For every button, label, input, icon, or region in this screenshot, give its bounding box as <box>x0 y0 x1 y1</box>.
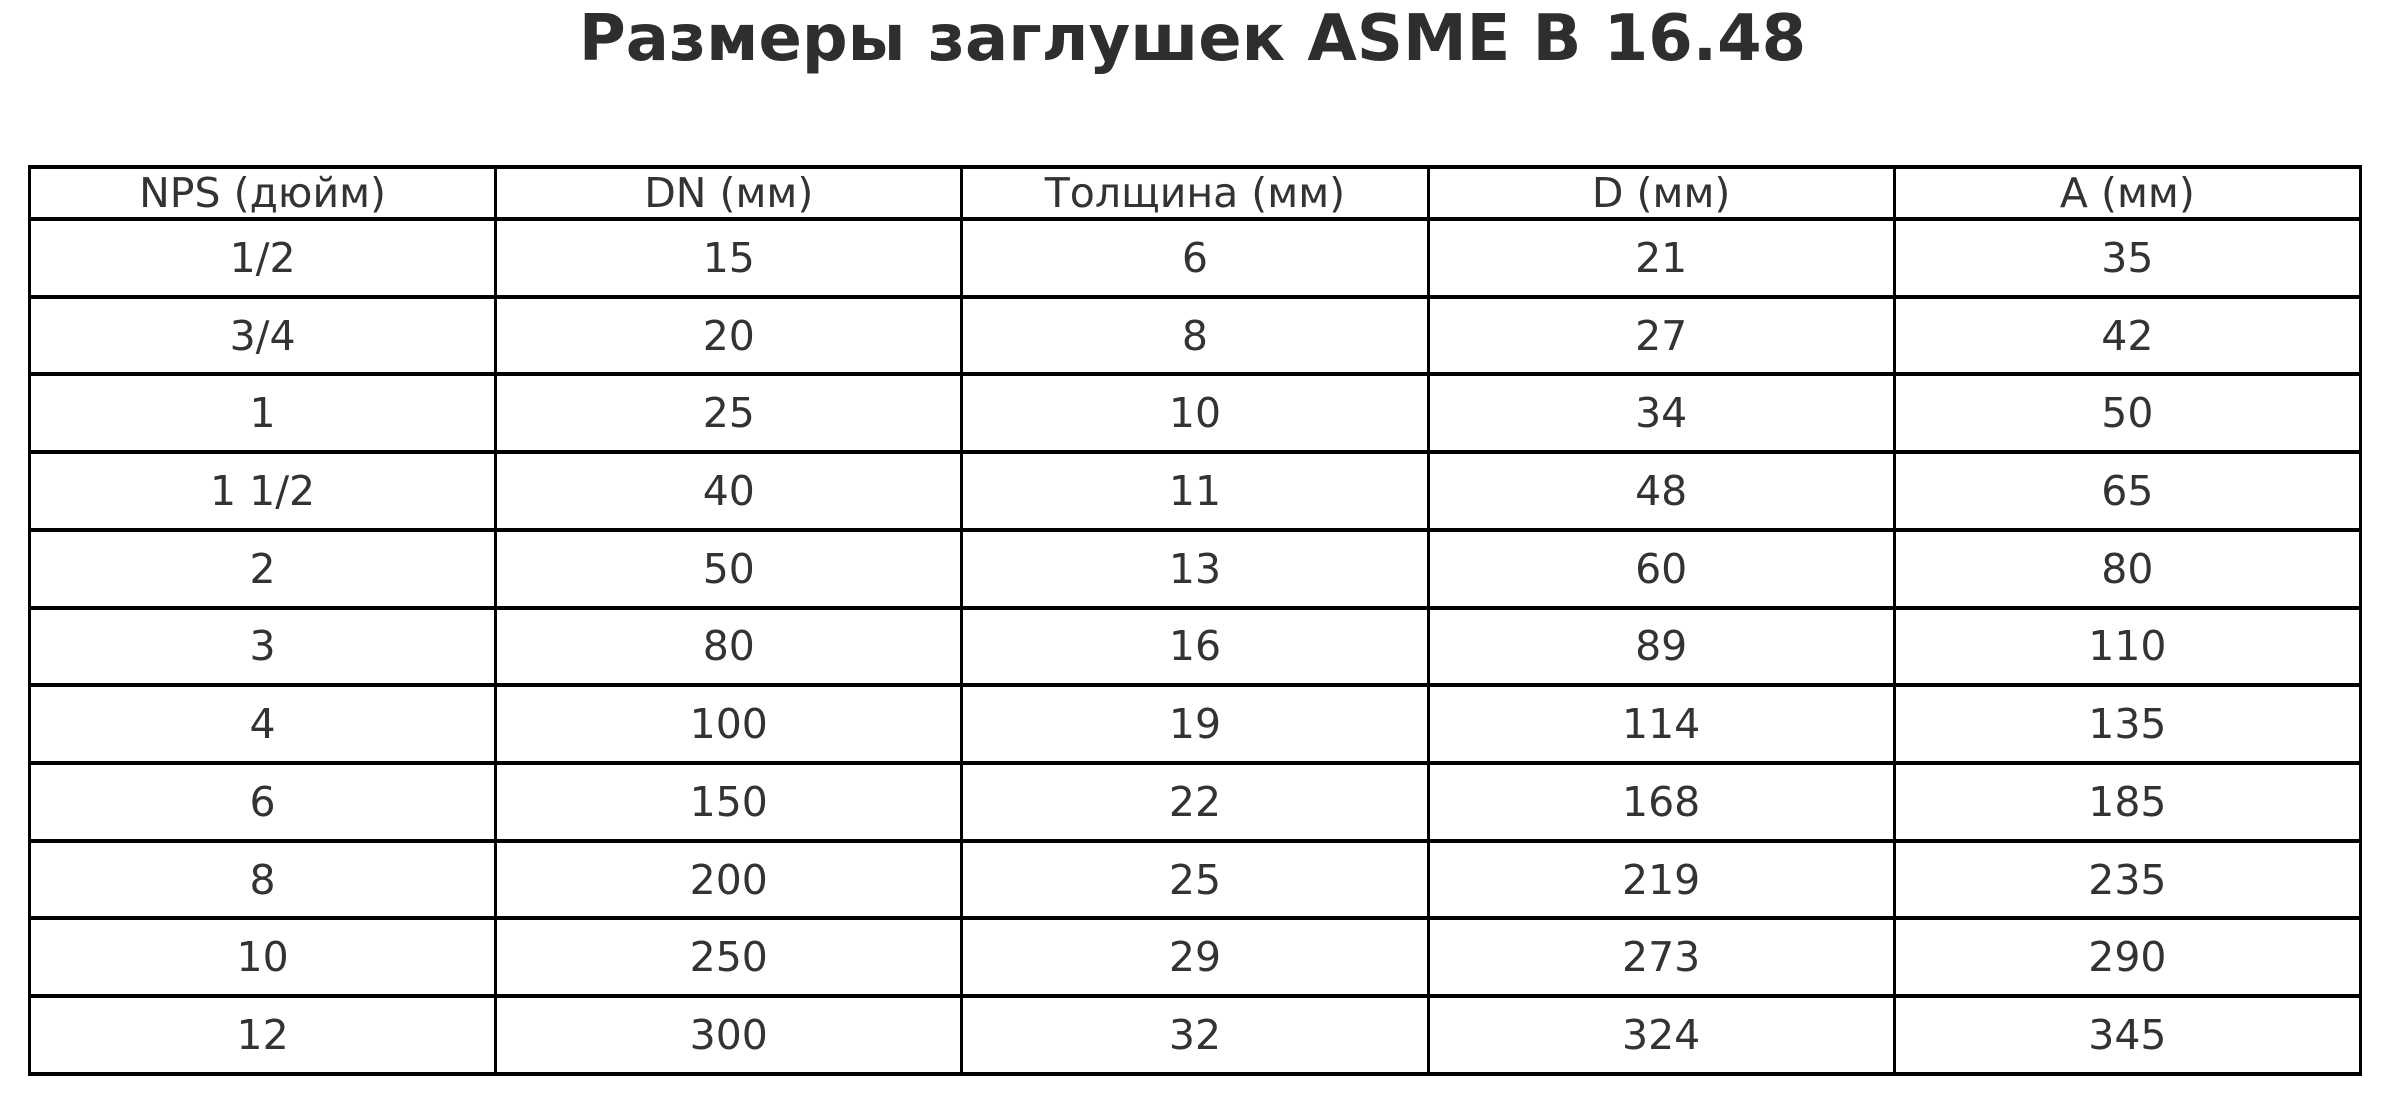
table-cell: 89 <box>1426 605 1896 688</box>
table-row: 1 25 10 34 50 <box>27 372 2363 455</box>
table-cell: 219 <box>1426 838 1896 921</box>
table-cell: 60 <box>1426 527 1896 610</box>
table-cell: 10 <box>27 916 498 999</box>
table-cell: 200 <box>494 838 964 921</box>
table-cell: 324 <box>1426 994 1896 1076</box>
table-cell: 8 <box>27 838 498 921</box>
table-cell: 12 <box>27 994 498 1076</box>
table-cell: 21 <box>1426 217 1896 299</box>
table-cell: 185 <box>1892 761 2363 843</box>
table-cell: 345 <box>1892 994 2363 1076</box>
table-cell: 65 <box>1892 450 2363 532</box>
table-row: 10 250 29 273 290 <box>27 916 2363 999</box>
table-cell: 1 1/2 <box>27 450 498 532</box>
table-cell: 42 <box>1892 294 2363 377</box>
table-cell: 150 <box>494 761 964 843</box>
table-cell: 100 <box>494 683 964 766</box>
table-cell: 32 <box>960 994 1430 1076</box>
table-cell: 250 <box>494 916 964 999</box>
table-cell: 35 <box>1892 217 2363 299</box>
table-row: 4 100 19 114 135 <box>27 683 2363 766</box>
column-header: Толщина (мм) <box>960 165 1430 221</box>
table-cell: 25 <box>960 838 1430 921</box>
table-cell: 273 <box>1426 916 1896 999</box>
table-cell: 13 <box>960 527 1430 610</box>
table-header-row: NPS (дюйм) DN (мм) Толщина (мм) D (мм) A (мм… <box>27 165 2363 221</box>
table-cell: 22 <box>960 761 1430 843</box>
table-row: 1/2 15 6 21 35 <box>27 217 2363 299</box>
table-cell: 1/2 <box>27 217 498 299</box>
table-cell: 4 <box>27 683 498 766</box>
table-cell: 19 <box>960 683 1430 766</box>
table-cell: 3 <box>27 605 498 688</box>
table-cell: 50 <box>1892 372 2363 455</box>
table-row: 8 200 25 219 235 <box>27 838 2363 921</box>
table-row: 3/4 20 8 27 42 <box>27 294 2363 377</box>
table-cell: 25 <box>494 372 964 455</box>
table-body: 1/2 15 6 21 35 3/4 20 8 27 42 1 25 10 34 50 1 1/2 40 11 48… <box>27 217 2363 1076</box>
table-row: 1 1/2 40 11 48 65 <box>27 450 2363 532</box>
table-cell: 16 <box>960 605 1430 688</box>
column-header: DN (мм) <box>494 165 964 221</box>
table-cell: 40 <box>494 450 964 532</box>
column-header: D (мм) <box>1426 165 1896 221</box>
table-cell: 290 <box>1892 916 2363 999</box>
table-head: NPS (дюйм) DN (мм) Толщина (мм) D (мм) A (мм… <box>27 165 2363 221</box>
column-header: NPS (дюйм) <box>27 165 498 221</box>
table-cell: 1 <box>27 372 498 455</box>
table-cell: 6 <box>960 217 1430 299</box>
table-cell: 6 <box>27 761 498 843</box>
table-cell: 15 <box>494 217 964 299</box>
table-row: 2 50 13 60 80 <box>27 527 2363 610</box>
table-cell: 300 <box>494 994 964 1076</box>
table-cell: 8 <box>960 294 1430 377</box>
table-cell: 114 <box>1426 683 1896 766</box>
dimensions-table: NPS (дюйм) DN (мм) Толщина (мм) D (мм) A (мм… <box>27 165 2363 1076</box>
table-cell: 110 <box>1892 605 2363 688</box>
table-cell: 48 <box>1426 450 1896 532</box>
table-cell: 135 <box>1892 683 2363 766</box>
column-header: A (мм) <box>1892 165 2363 221</box>
table-row: 12 300 32 324 345 <box>27 994 2363 1076</box>
table-cell: 27 <box>1426 294 1896 377</box>
table-cell: 3/4 <box>27 294 498 377</box>
table-cell: 10 <box>960 372 1430 455</box>
table-cell: 20 <box>494 294 964 377</box>
table-cell: 80 <box>1892 527 2363 610</box>
table-cell: 34 <box>1426 372 1896 455</box>
table-row: 6 150 22 168 185 <box>27 761 2363 843</box>
table-cell: 50 <box>494 527 964 610</box>
table-cell: 29 <box>960 916 1430 999</box>
page-title: Размеры заглушек ASME B 16.48 <box>578 2 1807 76</box>
table-row: 3 80 16 89 110 <box>27 605 2363 688</box>
table-cell: 2 <box>27 527 498 610</box>
table-cell: 11 <box>960 450 1430 532</box>
table-cell: 80 <box>494 605 964 688</box>
table-cell: 235 <box>1892 838 2363 921</box>
table-cell: 168 <box>1426 761 1896 843</box>
